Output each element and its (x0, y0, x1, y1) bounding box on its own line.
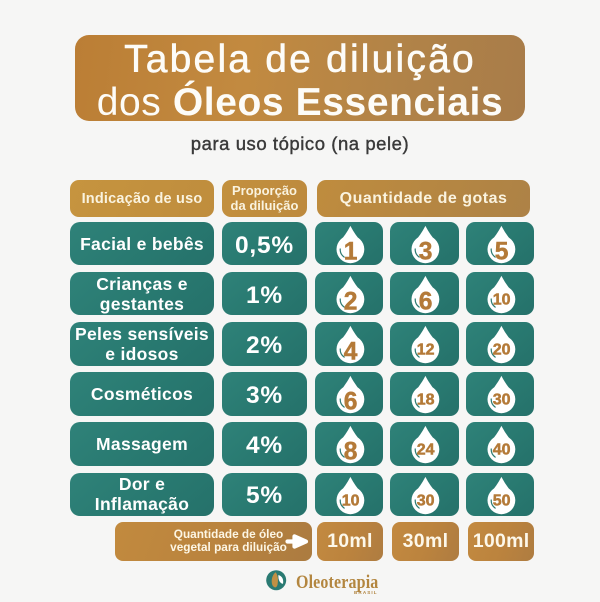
svg-text:3: 3 (419, 238, 433, 265)
svg-text:10: 10 (341, 492, 359, 509)
svg-text:5: 5 (494, 238, 508, 265)
svg-text:Oleoterapia: Oleoterapia (296, 571, 378, 593)
svg-text:6: 6 (343, 389, 357, 416)
svg-text:10: 10 (492, 292, 510, 309)
svg-text:8: 8 (343, 439, 357, 466)
svg-text:1: 1 (343, 238, 357, 265)
svg-text:40: 40 (492, 442, 510, 459)
svg-text:BRASIL: BRASIL (354, 590, 378, 595)
svg-text:24: 24 (417, 442, 435, 459)
svg-text:4: 4 (343, 338, 357, 365)
svg-text:12: 12 (417, 342, 435, 359)
svg-text:30: 30 (417, 492, 435, 509)
svg-text:30: 30 (492, 392, 510, 409)
svg-text:2: 2 (343, 288, 357, 315)
svg-text:18: 18 (417, 392, 435, 409)
svg-text:6: 6 (419, 288, 433, 315)
svg-text:50: 50 (492, 492, 510, 509)
svg-text:20: 20 (492, 342, 510, 359)
